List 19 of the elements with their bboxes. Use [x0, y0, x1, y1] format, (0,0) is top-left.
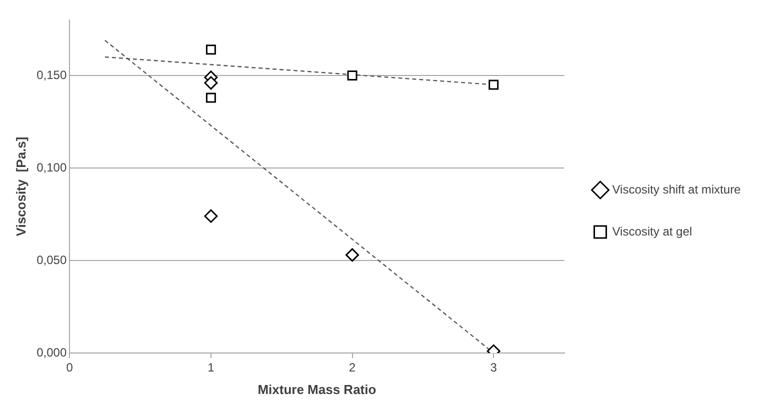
y-tick-label: 0,050 — [36, 252, 67, 267]
point — [204, 209, 218, 223]
x-tick-label: 1 — [208, 360, 215, 375]
point — [204, 76, 218, 90]
point — [346, 248, 360, 262]
point — [206, 92, 216, 103]
point — [488, 80, 499, 90]
legend-label: Viscosity at gel — [612, 224, 692, 238]
x-axis-title: Mixture Mass Ratio — [258, 382, 376, 397]
point — [206, 44, 216, 55]
y-axis-title: Viscosity [Pa.s] — [13, 136, 28, 236]
y-tick-label: 0,150 — [36, 68, 67, 82]
x-tick-label: 0 — [66, 360, 74, 375]
point — [347, 70, 358, 80]
legend-label: Viscosity shift at mixture — [612, 182, 742, 196]
x-tick-label: 3 — [490, 360, 498, 375]
y-tick-label: 0,000 — [36, 345, 67, 360]
x-tick-label: 2 — [348, 360, 356, 375]
y-tick-label: 0,100 — [36, 160, 67, 174]
